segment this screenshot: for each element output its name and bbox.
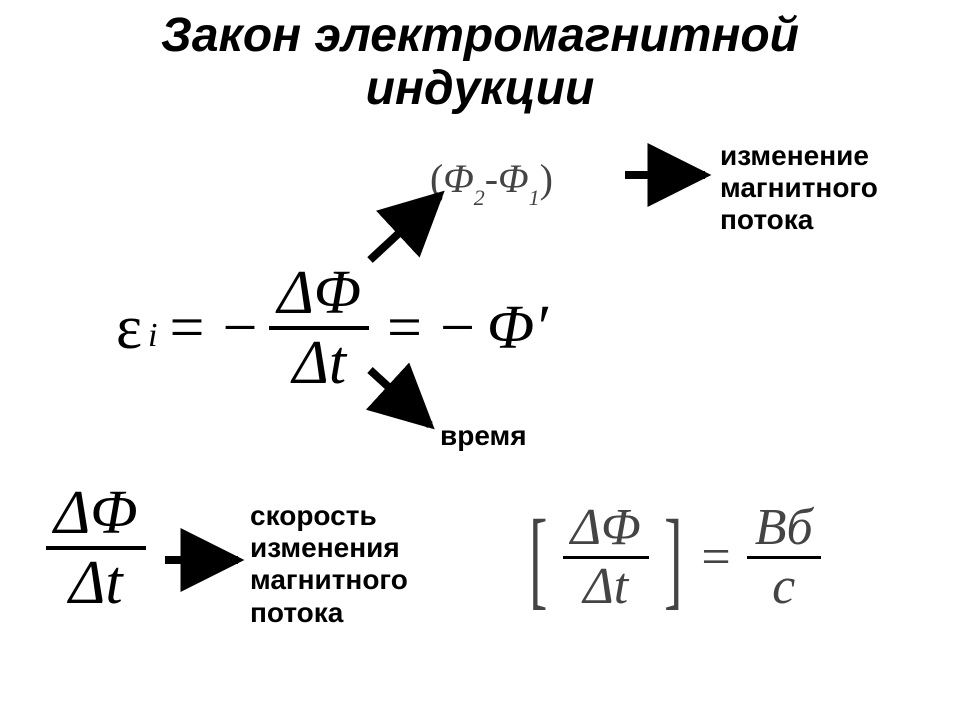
- minus-1: −: [216, 293, 263, 364]
- phi-difference: (Φ2-Φ1): [430, 155, 553, 207]
- equals-2: =: [375, 293, 434, 364]
- epsilon-subscript: i: [148, 317, 157, 355]
- right-bracket: ]: [664, 514, 682, 602]
- diff-minus: -: [485, 156, 498, 201]
- annotation-time: время: [440, 420, 527, 452]
- phi-prime: Φ′: [487, 294, 548, 362]
- rate-delta-phi: ΔΦ: [54, 479, 138, 547]
- annotation-rate: скорость изменения магнитного потока: [250, 500, 408, 629]
- units-equals: =: [691, 528, 740, 587]
- phi1-sub: 1: [529, 185, 540, 210]
- rate-fraction: ΔΦ Δt: [40, 480, 152, 616]
- title-line2: индукции: [366, 62, 595, 115]
- delta-phi-num: ΔΦ: [277, 259, 361, 327]
- phi2-sub: 2: [474, 185, 485, 210]
- weber: Вб: [755, 499, 813, 556]
- units-delta-t: Δt: [583, 558, 628, 615]
- slide-title: Закон электромагнитной индукции: [0, 10, 960, 116]
- phi2: Φ: [443, 156, 473, 201]
- phi1: Φ: [498, 156, 528, 201]
- main-equation: εi = − ΔΦ Δt = − Φ′: [110, 260, 554, 396]
- fraction-dphi-dt: ΔΦ Δt: [269, 260, 369, 396]
- left-bracket: [: [529, 514, 547, 602]
- rate-delta-t: Δt: [69, 549, 123, 617]
- annotation-flux-change: изменение магнитного потока: [720, 140, 878, 237]
- title-line1: Закон электромагнитной: [161, 9, 799, 62]
- units-delta-phi: ΔΦ: [571, 499, 641, 556]
- second: с: [772, 558, 795, 615]
- equals-1: =: [158, 293, 217, 364]
- epsilon-symbol: ε: [110, 293, 148, 364]
- delta-t-den: Δt: [292, 329, 346, 397]
- minus-2: −: [434, 293, 481, 364]
- units-expression: [ ΔΦ Δt ] = Вб с: [520, 500, 827, 615]
